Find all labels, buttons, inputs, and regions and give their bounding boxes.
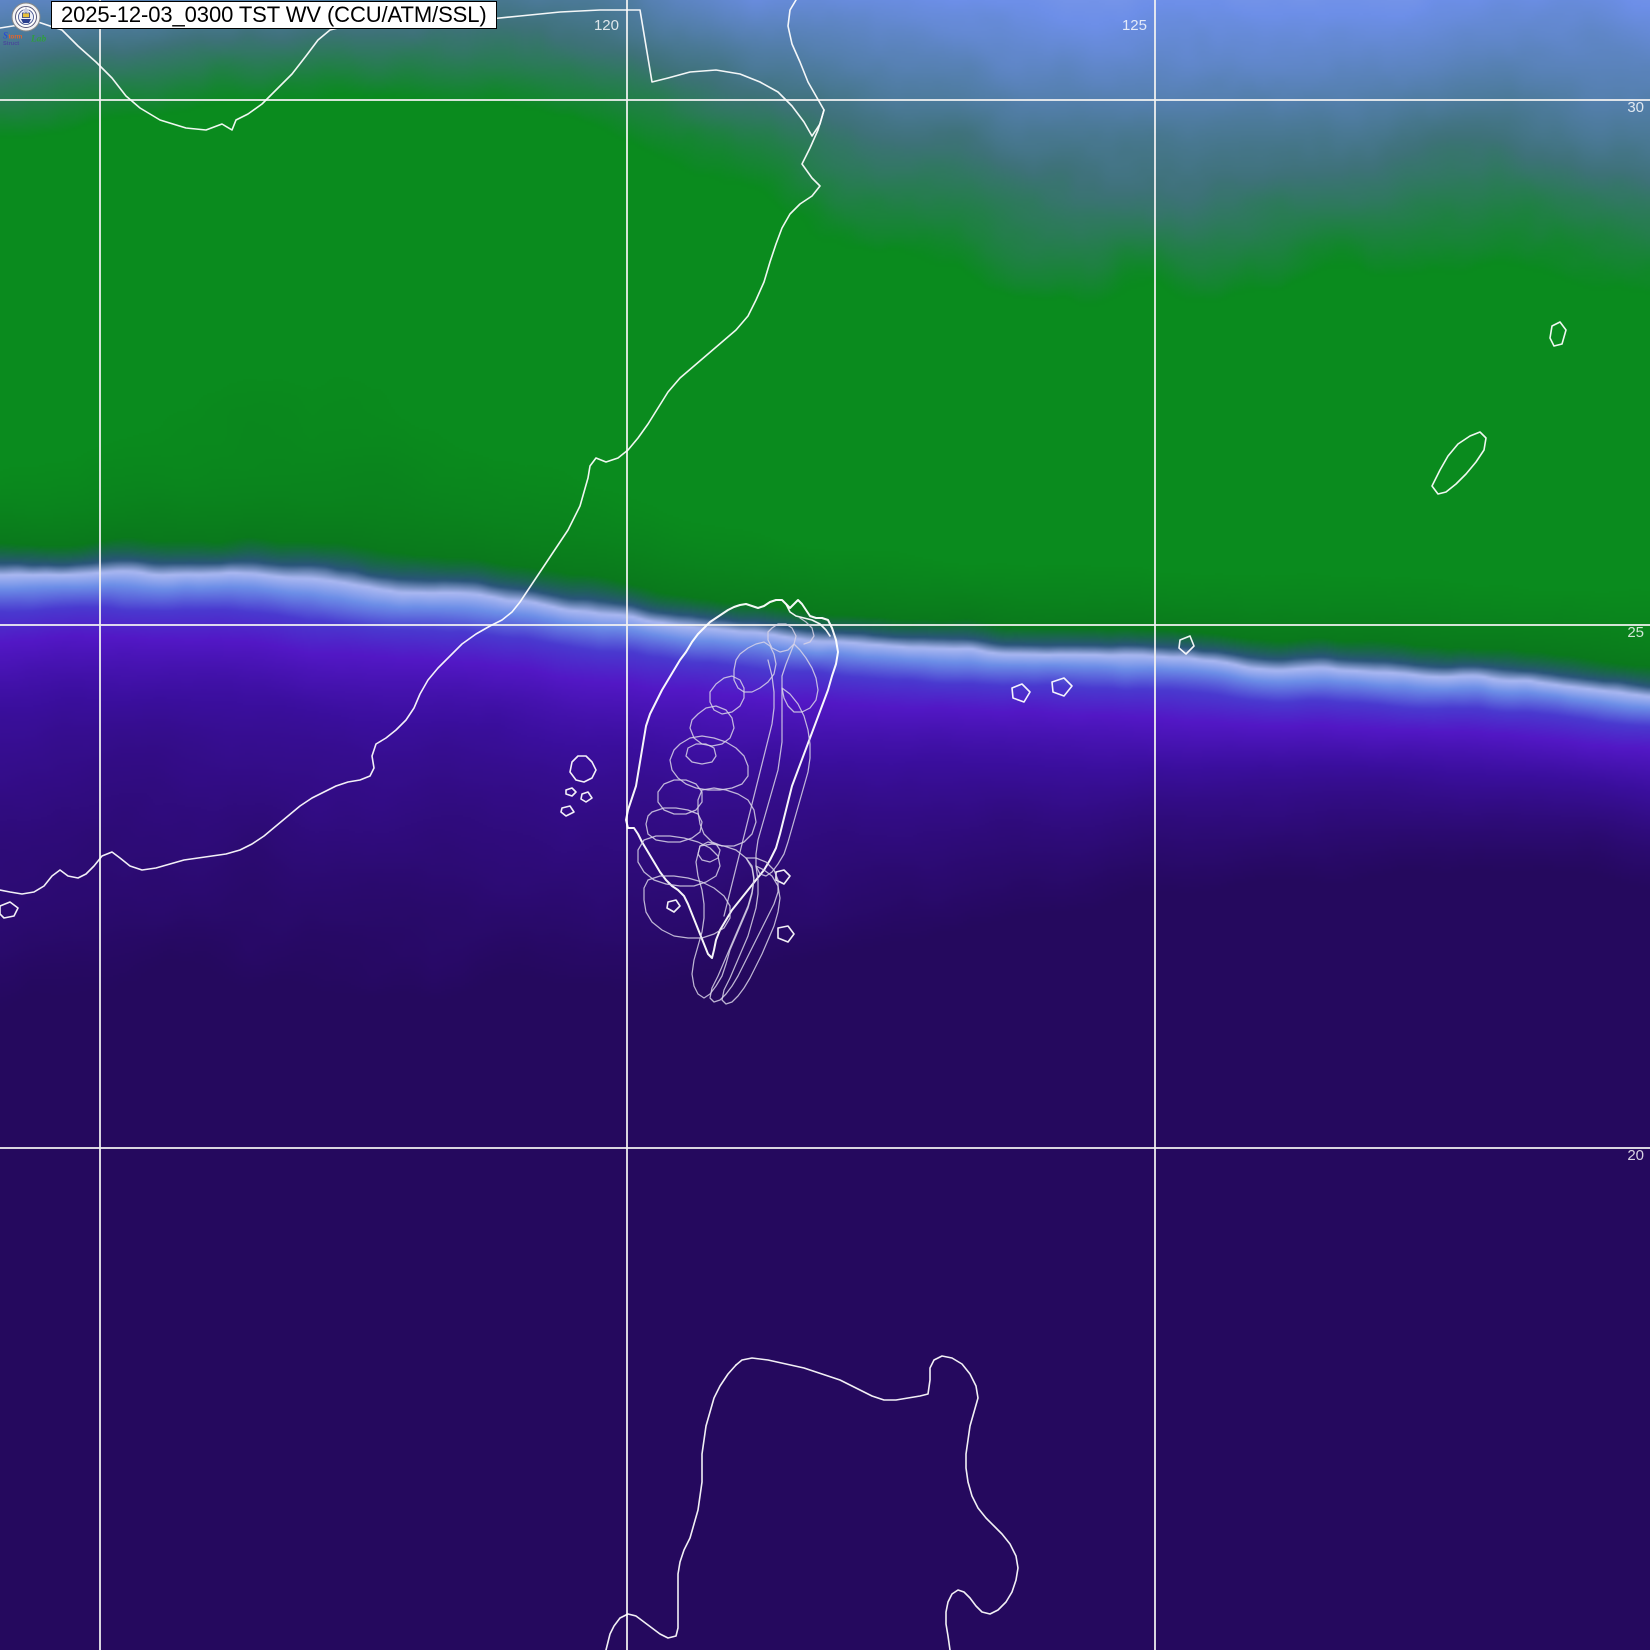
coastline-luzon-philippines (735, 1355, 1019, 1650)
coastline-luzon-west (605, 1364, 737, 1650)
coastline-taiwan-northeast-detail (785, 603, 831, 637)
county-boundary-tainan (643, 875, 731, 939)
storm-lab-wordmark: S torm Struct Lab (3, 30, 51, 48)
county-boundary-hualien (755, 687, 811, 877)
longitude-label-120: 120 (594, 17, 619, 34)
coastline-islet-southwest (0, 901, 19, 919)
coastline-ryukyu-islet-far-east (1549, 321, 1567, 347)
county-boundary-changhua (657, 779, 703, 815)
county-boundary-taichung-inner (685, 743, 717, 765)
county-boundary-chiayi-city (697, 841, 721, 863)
county-boundary-chiayi (637, 835, 721, 887)
coastline-orchid-island (777, 925, 795, 943)
county-boundary-miaoli (689, 705, 735, 747)
coastline-fujian (0, 109, 825, 895)
coastline-penghu-main (569, 755, 597, 783)
coastline-islet-east-b (1051, 677, 1073, 697)
branding-logo-block: S torm Struct Lab (2, 1, 51, 48)
coastline-islet-east-c (1178, 635, 1195, 655)
coastline-taiwan-main-island (625, 599, 839, 959)
coastline-liuqiu-island (666, 899, 681, 913)
graticule-labels: 120 125 30 25 20 (594, 17, 1644, 1164)
latitude-label-20: 20 (1627, 1147, 1644, 1164)
county-boundary-keelung (799, 617, 815, 645)
latitude-label-30: 30 (1627, 99, 1644, 116)
university-seal-icon (10, 2, 42, 32)
longitude-label-125: 125 (1122, 17, 1147, 34)
county-boundary-central-ridge (723, 659, 775, 917)
product-title-plate: 2025-12-03_0300 TST WV (CCU/ATM/SSL) (51, 1, 497, 29)
county-boundary-hsinchu (709, 675, 745, 715)
county-boundary-nantou (697, 787, 757, 847)
coastline-penghu-islet-a (565, 787, 577, 797)
product-title-text: 2025-12-03_0300 TST WV (CCU/ATM/SSL) (61, 2, 487, 27)
county-boundary-yilan (781, 643, 819, 713)
svg-text:Lab: Lab (30, 35, 47, 45)
county-boundary-taichung (669, 735, 749, 791)
svg-text:torm: torm (9, 34, 23, 41)
latitude-label-25: 25 (1627, 624, 1644, 641)
county-boundary-taipei-basin (767, 623, 797, 653)
coastline-penghu-islet-c (560, 805, 575, 817)
coastline-green-island (775, 869, 791, 885)
county-boundary-taitung (721, 865, 781, 1005)
svg-text:S: S (3, 31, 8, 41)
coastline-penghu-islet-b (580, 791, 593, 803)
coastlines (0, 0, 1567, 1650)
taiwan-administrative-boundaries (637, 617, 819, 1005)
svg-text:Struct: Struct (3, 41, 19, 47)
county-boundary-kaohsiung (691, 843, 755, 999)
county-boundary-yunlin (645, 807, 703, 843)
coastline-islet-east-a (1011, 683, 1031, 703)
coastline-ryukyu-chain (1431, 431, 1487, 495)
